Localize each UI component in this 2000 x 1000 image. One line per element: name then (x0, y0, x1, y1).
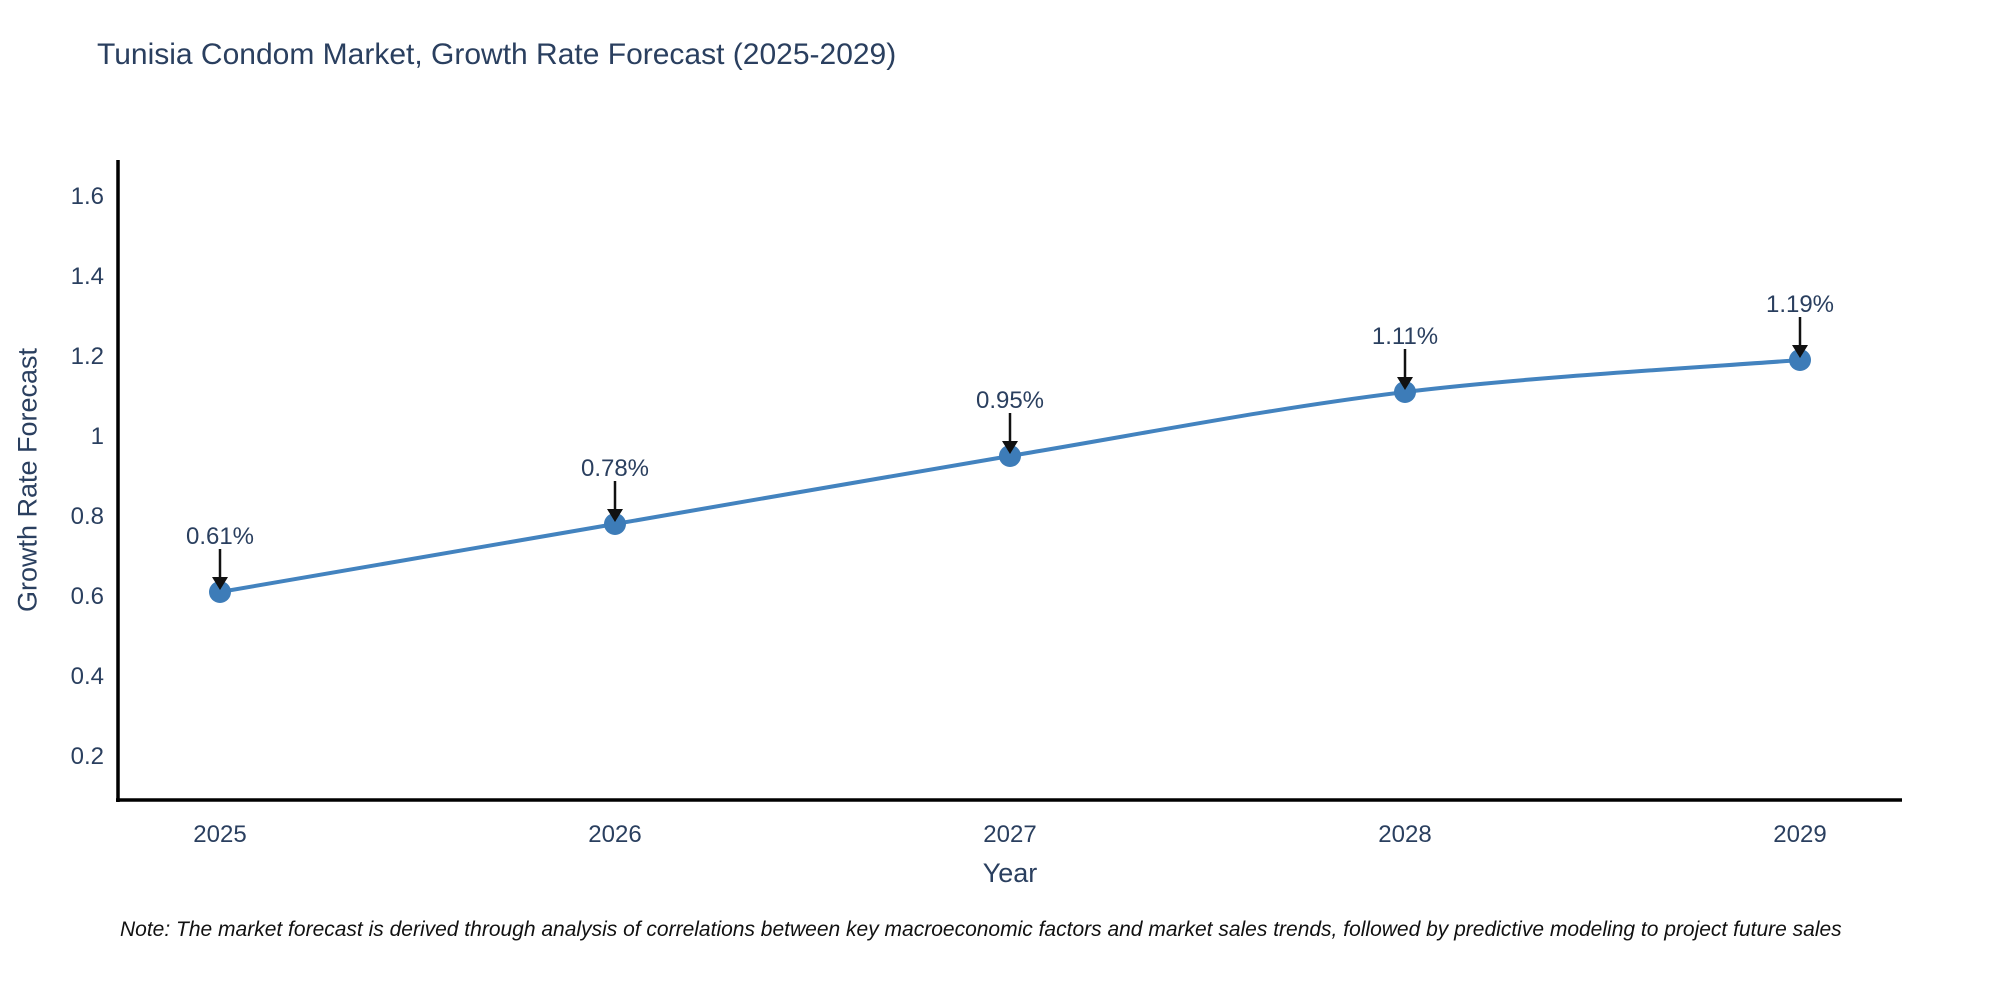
data-point-marker (604, 513, 626, 535)
y-tick-label: 1.6 (71, 183, 104, 210)
y-tick-label: 0.6 (71, 583, 104, 610)
annotation-arrowhead-icon (1397, 377, 1413, 390)
x-tick-label: 2029 (1773, 821, 1826, 848)
x-tick-label: 2026 (588, 821, 641, 848)
data-point-label: 0.95% (976, 387, 1044, 414)
chart-title: Tunisia Condom Market, Growth Rate Forec… (97, 38, 897, 71)
data-point-marker (1789, 349, 1811, 371)
y-tick-label: 0.2 (71, 743, 104, 770)
plot-area: 0.2 0.4 0.6 0.8 1 1.2 1.4 1.6 2025 2026 2027 2028 20… (71, 160, 1902, 848)
x-tick-label: 2028 (1378, 821, 1431, 848)
x-tick-label: 2027 (983, 821, 1036, 848)
y-tick-label: 1 (91, 423, 104, 450)
x-tick-label: 2025 (193, 821, 246, 848)
y-tick-label: 0.8 (71, 503, 104, 530)
annotation-arrowhead-icon (1002, 441, 1018, 454)
data-point-label: 1.19% (1766, 291, 1834, 318)
y-tick-label: 1.2 (71, 343, 104, 370)
y-tick-label: 1.4 (71, 263, 104, 290)
data-point-marker (999, 445, 1021, 467)
annotation-arrowhead-icon (607, 509, 623, 522)
data-point-marker (209, 581, 231, 603)
annotation-arrowhead-icon (1792, 345, 1808, 358)
footnote: Note: The market forecast is derived thr… (120, 918, 1842, 941)
y-tick-label: 0.4 (71, 663, 104, 690)
data-point-marker (1394, 381, 1416, 403)
data-point-label: 0.61% (186, 523, 254, 550)
annotation-arrowhead-icon (212, 577, 228, 590)
x-axis-title: Year (982, 858, 1038, 888)
data-point-label: 0.78% (581, 455, 649, 482)
data-point-label: 1.11% (1372, 323, 1438, 350)
